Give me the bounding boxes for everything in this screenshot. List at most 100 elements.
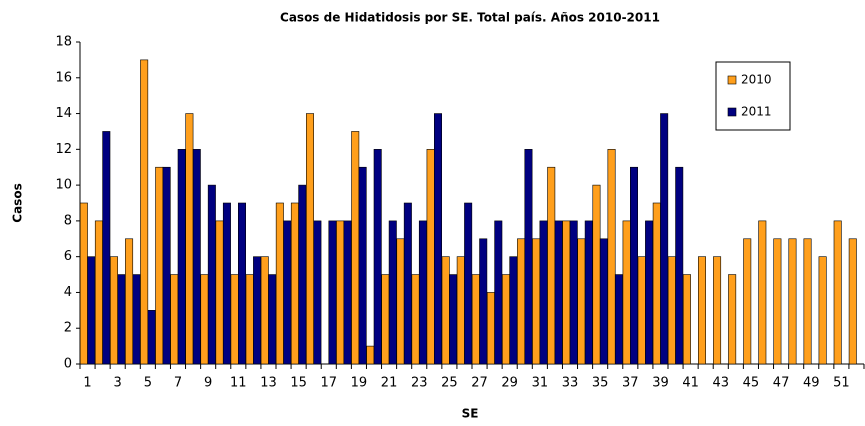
x-tick-label: 43 <box>712 376 729 391</box>
x-tick-label: 19 <box>351 376 368 391</box>
bar <box>773 238 782 365</box>
x-tick-label: 3 <box>114 376 122 391</box>
x-tick-label: 41 <box>682 376 699 391</box>
bar <box>479 238 488 365</box>
legend-swatch <box>727 107 737 117</box>
bar <box>403 202 412 365</box>
x-tick-label: 9 <box>204 376 212 391</box>
bar <box>494 220 503 365</box>
bar <box>833 220 842 365</box>
bar <box>660 113 669 365</box>
bar <box>818 256 827 365</box>
bar <box>675 166 684 365</box>
bar <box>517 238 526 365</box>
bar <box>313 220 322 365</box>
bar <box>147 310 156 365</box>
x-tick-label: 37 <box>622 376 639 391</box>
bar <box>306 113 314 365</box>
bar <box>396 238 405 365</box>
bar <box>185 113 194 365</box>
bar <box>275 202 284 365</box>
bar <box>200 274 209 365</box>
bar <box>486 292 495 365</box>
x-tick-label: 29 <box>501 376 518 391</box>
bar <box>652 202 661 365</box>
bar <box>358 166 367 365</box>
bar <box>441 256 450 365</box>
bar <box>110 256 118 365</box>
bar <box>87 256 96 365</box>
bar <box>102 131 111 365</box>
bar <box>698 256 706 365</box>
bar <box>373 149 382 365</box>
bar <box>245 274 254 365</box>
bar <box>584 220 593 365</box>
bar <box>758 220 767 365</box>
bar <box>614 274 623 365</box>
x-tick-label: 49 <box>803 376 820 391</box>
bar <box>577 238 586 365</box>
y-tick-label: 16 <box>55 70 72 85</box>
bar <box>260 256 269 365</box>
y-tick-label: 18 <box>55 35 72 50</box>
bar <box>713 256 722 365</box>
bar <box>667 256 676 365</box>
x-tick-label: 33 <box>562 376 579 391</box>
bar <box>162 166 171 365</box>
bar <box>630 166 638 365</box>
bar <box>298 184 307 365</box>
bar <box>532 238 541 365</box>
bar <box>351 131 360 365</box>
legend-label: 2010 <box>741 73 772 87</box>
bar <box>132 274 141 365</box>
bar <box>125 238 134 365</box>
bar <box>418 220 427 365</box>
bar <box>207 184 216 365</box>
y-tick-label: 2 <box>64 321 72 336</box>
y-tick-label: 14 <box>55 106 72 121</box>
bar <box>502 274 510 365</box>
x-tick-label: 27 <box>471 376 488 391</box>
bar <box>471 274 480 365</box>
bar <box>222 202 231 365</box>
bar <box>155 166 164 365</box>
y-axis-label: Casos <box>11 183 25 222</box>
x-tick-label: 35 <box>592 376 609 391</box>
x-tick-label: 25 <box>441 376 458 391</box>
bar <box>94 220 103 365</box>
bar <box>539 220 548 365</box>
y-tick-label: 0 <box>64 357 72 372</box>
chart-title: Casos de Hidatidosis por SE. Total país.… <box>280 11 660 25</box>
y-tick-label: 8 <box>64 213 72 228</box>
bar <box>230 274 239 365</box>
bar <box>547 166 556 365</box>
bar <box>456 256 465 365</box>
bar <box>177 149 186 365</box>
x-tick-label: 47 <box>773 376 790 391</box>
y-tick-label: 12 <box>55 142 72 157</box>
x-tick-label: 45 <box>743 376 760 391</box>
bar <box>192 149 201 365</box>
y-tick-label: 10 <box>55 178 72 193</box>
bar <box>343 220 352 365</box>
bar <box>381 274 390 365</box>
x-tick-label: 15 <box>290 376 307 391</box>
bar <box>607 149 616 365</box>
x-tick-label: 7 <box>174 376 182 391</box>
bar <box>599 238 608 365</box>
bar <box>524 149 533 365</box>
bar <box>79 202 88 365</box>
x-tick-label: 51 <box>833 376 850 391</box>
bar <box>283 220 292 365</box>
bar <box>622 220 631 365</box>
bar <box>803 238 812 365</box>
bar <box>238 202 246 365</box>
bar <box>140 59 149 365</box>
bar <box>449 274 458 365</box>
legend-swatch <box>727 75 737 85</box>
bar <box>388 220 397 365</box>
bar <box>253 256 262 365</box>
bar <box>215 220 224 365</box>
bar <box>569 220 578 365</box>
